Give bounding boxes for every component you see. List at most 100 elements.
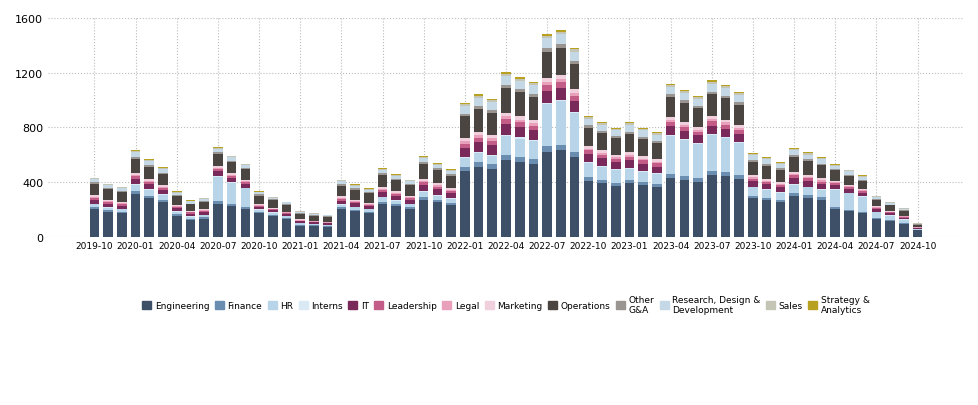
Bar: [638, 157, 647, 159]
Bar: [857, 191, 867, 192]
Bar: [200, 209, 208, 211]
Bar: [172, 209, 181, 211]
Bar: [665, 87, 675, 95]
Bar: [419, 200, 428, 237]
Bar: [597, 180, 606, 184]
Bar: [104, 188, 112, 190]
Bar: [405, 205, 415, 208]
Bar: [90, 179, 99, 180]
Bar: [473, 95, 483, 97]
Bar: [378, 176, 387, 188]
Bar: [542, 49, 552, 53]
Bar: [460, 172, 469, 237]
Bar: [747, 178, 757, 179]
Bar: [829, 165, 839, 166]
Bar: [857, 192, 867, 194]
Bar: [419, 157, 428, 158]
Bar: [706, 172, 716, 176]
Bar: [90, 183, 99, 184]
Bar: [597, 131, 606, 134]
Bar: [528, 141, 538, 142]
Bar: [761, 179, 771, 181]
Bar: [528, 165, 538, 237]
Bar: [734, 92, 743, 94]
Bar: [254, 196, 264, 205]
Bar: [501, 77, 511, 86]
Bar: [227, 183, 236, 205]
Bar: [405, 181, 415, 182]
Bar: [446, 199, 456, 200]
Bar: [816, 158, 825, 160]
Bar: [227, 163, 236, 174]
Bar: [542, 39, 552, 49]
Bar: [336, 185, 346, 186]
Bar: [542, 35, 552, 37]
Bar: [665, 123, 675, 127]
Bar: [391, 194, 401, 196]
Bar: [200, 218, 208, 219]
Bar: [446, 176, 456, 188]
Bar: [131, 175, 140, 177]
Bar: [172, 205, 181, 206]
Bar: [624, 124, 634, 126]
Bar: [843, 186, 853, 187]
Bar: [569, 90, 579, 94]
Bar: [542, 37, 552, 39]
Bar: [583, 128, 593, 147]
Bar: [706, 120, 716, 122]
Bar: [706, 95, 716, 117]
Bar: [720, 130, 730, 138]
Bar: [350, 185, 360, 186]
Bar: [692, 136, 702, 144]
Bar: [651, 162, 661, 164]
Bar: [336, 199, 346, 201]
Bar: [350, 208, 360, 210]
Bar: [487, 141, 497, 146]
Bar: [542, 79, 552, 83]
Bar: [624, 132, 634, 134]
Bar: [405, 198, 415, 200]
Bar: [638, 137, 647, 139]
Bar: [200, 202, 208, 209]
Bar: [720, 139, 730, 173]
Bar: [816, 164, 825, 166]
Bar: [268, 201, 278, 208]
Bar: [186, 202, 195, 204]
Bar: [145, 181, 154, 182]
Bar: [706, 92, 716, 95]
Bar: [542, 104, 552, 147]
Bar: [884, 221, 894, 222]
Bar: [692, 128, 702, 130]
Bar: [186, 219, 195, 221]
Bar: [569, 50, 579, 53]
Bar: [720, 89, 730, 97]
Bar: [706, 122, 716, 126]
Bar: [282, 202, 291, 203]
Bar: [446, 204, 456, 206]
Bar: [104, 204, 112, 208]
Bar: [487, 165, 497, 169]
Bar: [597, 125, 606, 131]
Bar: [761, 191, 771, 198]
Bar: [514, 79, 524, 82]
Bar: [364, 205, 374, 207]
Bar: [227, 205, 236, 207]
Bar: [829, 210, 839, 237]
Bar: [419, 183, 428, 186]
Bar: [747, 199, 757, 237]
Bar: [816, 185, 825, 190]
Bar: [131, 179, 140, 185]
Bar: [556, 45, 565, 49]
Bar: [460, 117, 469, 139]
Bar: [145, 166, 154, 167]
Bar: [747, 196, 757, 199]
Bar: [460, 144, 469, 149]
Bar: [473, 133, 483, 136]
Bar: [323, 215, 333, 216]
Bar: [282, 219, 291, 237]
Bar: [282, 213, 291, 214]
Bar: [679, 103, 689, 123]
Bar: [829, 171, 839, 181]
Bar: [679, 91, 689, 92]
Bar: [665, 136, 675, 175]
